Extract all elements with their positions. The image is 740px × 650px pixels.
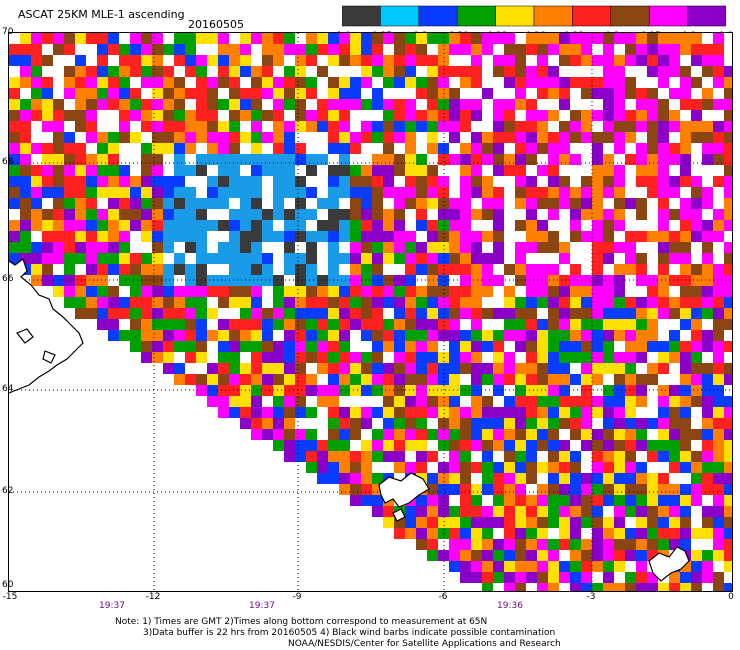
latitude-label-70: 70 bbox=[2, 27, 14, 37]
latitude-label-68: 68 bbox=[2, 157, 14, 167]
longitude-label-minus3: -3 bbox=[586, 592, 596, 602]
time-label-1: 19:37 bbox=[99, 601, 125, 611]
color-scale-legend: -1.0-0.35-0.3-0.29-0.28-0.26-0.23-0.2-0.… bbox=[333, 4, 733, 41]
color-scale-segment bbox=[687, 5, 727, 27]
longitude-label-0: 0 bbox=[728, 592, 734, 602]
latitude-label-66: 66 bbox=[2, 274, 14, 284]
color-scale-bar bbox=[341, 5, 727, 27]
color-scale-segment bbox=[341, 5, 381, 27]
wind-data-mosaic bbox=[9, 33, 732, 591]
longitude-label-minus15: -15 bbox=[2, 592, 18, 602]
color-scale-segment bbox=[572, 5, 612, 27]
product-date: 20160505 bbox=[188, 18, 244, 31]
latitude-label-60: 60 bbox=[2, 580, 14, 590]
longitude-label-minus12: -12 bbox=[145, 592, 161, 602]
color-scale-segment bbox=[610, 5, 650, 27]
footer-credit: NOAA/NESDIS/Center for Satellite Applica… bbox=[288, 639, 561, 649]
color-scale-segment bbox=[418, 5, 458, 27]
footer-note-line-2: 3)Data buffer is 22 hrs from 20160505 4)… bbox=[143, 628, 556, 638]
footer-note-line-1: Note: 1) Times are GMT 2)Times along bot… bbox=[115, 617, 488, 627]
color-scale-segment bbox=[495, 5, 535, 27]
longitude-label-minus6: -6 bbox=[438, 592, 448, 602]
latitude-label-62: 62 bbox=[2, 486, 14, 496]
time-label-3: 19:36 bbox=[497, 601, 523, 611]
latitude-label-64: 64 bbox=[2, 384, 14, 394]
map-panel bbox=[8, 32, 733, 592]
lat-lon-grid bbox=[9, 33, 732, 591]
product-title: ASCAT 25KM MLE-1 ascending bbox=[18, 8, 185, 21]
longitude-label-minus9: -9 bbox=[292, 592, 302, 602]
color-scale-segment bbox=[648, 5, 688, 27]
coastline bbox=[9, 258, 690, 582]
color-scale-segment bbox=[533, 5, 573, 27]
time-label-2: 19:37 bbox=[249, 601, 275, 611]
color-scale-segment bbox=[380, 5, 420, 27]
scatterometer-map bbox=[9, 33, 732, 591]
color-scale-segment bbox=[456, 5, 496, 27]
